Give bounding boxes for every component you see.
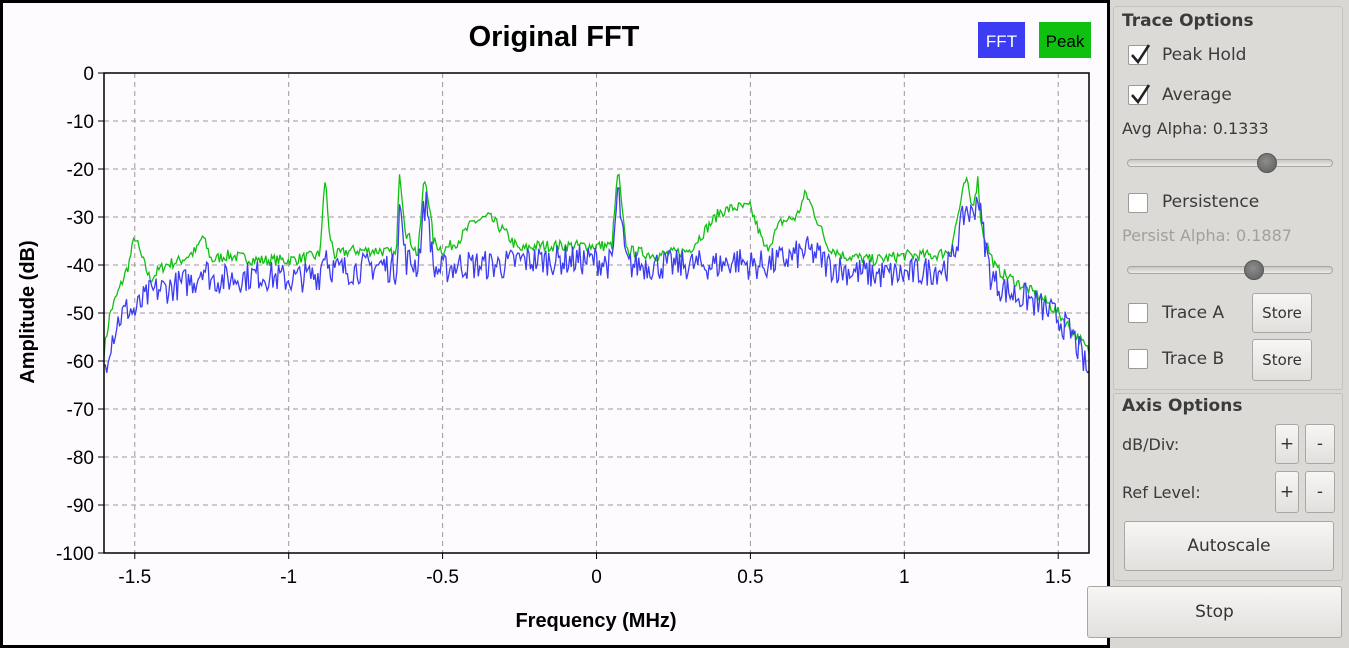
- db-div-increase-button[interactable]: +: [1275, 424, 1299, 464]
- control-sidebar: Trace Options Peak Hold Average Avg Alph…: [1087, 0, 1349, 648]
- average-checkbox[interactable]: [1128, 84, 1151, 105]
- peak-hold-checkbox[interactable]: [1128, 44, 1151, 65]
- persistence-label[interactable]: Persistence: [1162, 192, 1260, 212]
- persist-alpha-slider-handle[interactable]: [1244, 260, 1264, 280]
- stop-button[interactable]: Stop: [1087, 586, 1342, 638]
- y-tick-label: -80: [67, 448, 94, 469]
- y-tick-label: -50: [67, 304, 94, 325]
- trace-a-label[interactable]: Trace A: [1162, 303, 1225, 323]
- checkmark-icon: [1131, 84, 1151, 105]
- autoscale-button[interactable]: Autoscale: [1124, 521, 1334, 571]
- ref-level-increase-button[interactable]: +: [1275, 471, 1299, 513]
- chart-title: Original FFT: [469, 21, 640, 53]
- axis-options-group: Axis Options dB/Div: + - Ref Level: + - …: [1113, 393, 1343, 581]
- legend-label-peak: Peak: [1046, 32, 1085, 51]
- trace-a-store-button[interactable]: Store: [1252, 293, 1312, 333]
- peak-hold-label[interactable]: Peak Hold: [1162, 45, 1247, 65]
- axis-options-title: Axis Options: [1122, 396, 1243, 416]
- db-div-decrease-button[interactable]: -: [1305, 424, 1335, 464]
- y-tick-label: -10: [67, 112, 94, 133]
- persist-alpha-slider[interactable]: [1127, 266, 1333, 274]
- y-tick-label: -20: [67, 160, 94, 181]
- y-tick-label: -100: [56, 544, 94, 565]
- persistence-checkbox[interactable]: [1128, 193, 1148, 213]
- trace-b-label[interactable]: Trace B: [1162, 349, 1225, 369]
- ref-level-decrease-button[interactable]: -: [1305, 471, 1335, 513]
- x-tick-label: 1: [899, 567, 910, 588]
- average-label[interactable]: Average: [1162, 85, 1232, 105]
- trace-b-checkbox[interactable]: [1128, 349, 1148, 369]
- checkmark-icon: [1131, 44, 1151, 65]
- x-tick-label: 0: [591, 567, 602, 588]
- legend-label-fft: FFT: [986, 32, 1017, 51]
- x-tick-label: 1.5: [1045, 567, 1071, 588]
- y-tick-label: -40: [67, 256, 94, 277]
- trace-a-checkbox[interactable]: [1128, 303, 1148, 323]
- y-axis-label: Amplitude (dB): [17, 240, 39, 383]
- legend: FFT Peak: [978, 22, 1091, 58]
- x-tick-label: -1: [280, 567, 297, 588]
- trace-b-store-button[interactable]: Store: [1252, 339, 1312, 381]
- fft-chart: -1.5 -1 -0.5 0 0.5 1 1.5 0 -10 -20 -30 -40 -50 -60 -70…: [17, 21, 1091, 632]
- ref-level-label: Ref Level:: [1122, 483, 1201, 502]
- y-tick-label: 0: [83, 64, 94, 85]
- trace-options-title: Trace Options: [1122, 11, 1254, 31]
- x-tick-label: -0.5: [426, 567, 459, 588]
- db-div-label: dB/Div:: [1122, 435, 1180, 454]
- y-tick-label: -30: [67, 208, 94, 229]
- trace-options-group: Trace Options Peak Hold Average Avg Alph…: [1113, 6, 1343, 390]
- x-tick-label: -1.5: [118, 567, 151, 588]
- y-tick-label: -60: [67, 352, 94, 373]
- series-fft-line: [103, 187, 1090, 374]
- avg-alpha-slider-handle[interactable]: [1257, 153, 1277, 173]
- avg-alpha-label: Avg Alpha: 0.1333: [1122, 119, 1269, 138]
- y-tick-label: -70: [67, 400, 94, 421]
- legend-swatch-peak: [1039, 22, 1091, 58]
- x-tick-label: 0.5: [737, 567, 763, 588]
- persist-alpha-label: Persist Alpha: 0.1887: [1122, 226, 1292, 245]
- series-peak-line: [103, 173, 1090, 358]
- avg-alpha-slider[interactable]: [1127, 159, 1333, 167]
- y-tick-label: -90: [67, 496, 94, 517]
- x-axis-label: Frequency (MHz): [515, 610, 676, 632]
- fft-plot-panel: -1.5 -1 -0.5 0 0.5 1 1.5 0 -10 -20 -30 -40 -50 -60 -70…: [3, 3, 1107, 645]
- legend-swatch-fft: [978, 22, 1025, 58]
